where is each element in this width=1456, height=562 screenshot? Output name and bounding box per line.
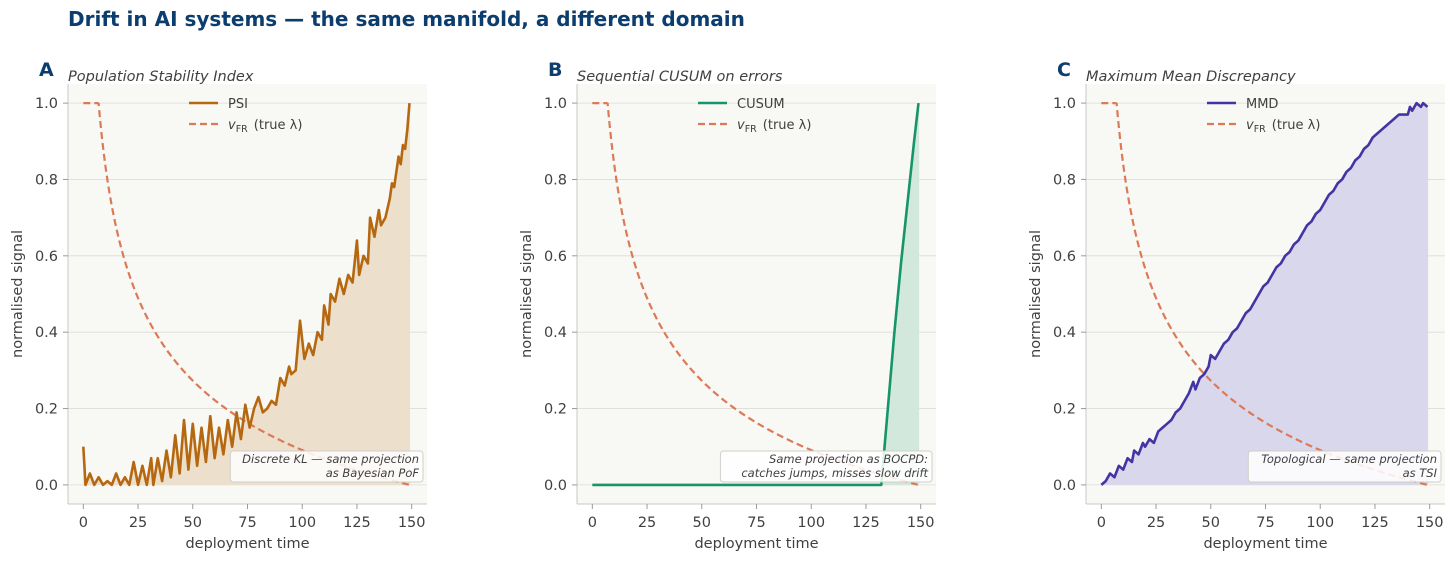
legend-label-vfr: vFR (true λ) bbox=[737, 118, 811, 135]
y-tick-label: 0.4 bbox=[1053, 325, 1076, 341]
x-tick-label: 50 bbox=[184, 515, 202, 531]
panels: 0.0 0.2 0.4 0.6 0.8 1.0 0 25 50 75 100 125 150 deploy… bbox=[10, 59, 1445, 552]
x-tick-label: 0 bbox=[588, 515, 597, 531]
y-axis-label: normalised signal bbox=[1028, 230, 1044, 358]
x-tick-label: 50 bbox=[693, 515, 711, 531]
figure-title: Drift in AI systems — the same manifold,… bbox=[68, 7, 745, 31]
plot-area bbox=[577, 84, 936, 504]
x-tick-label: 100 bbox=[1306, 515, 1334, 531]
annotation-box bbox=[1247, 450, 1442, 483]
x-tick-label: 25 bbox=[638, 515, 656, 531]
annotation-text: as TSI bbox=[1403, 466, 1438, 480]
annotation-text: as Bayesian PoF bbox=[326, 466, 420, 480]
panel-letter: C bbox=[1057, 59, 1071, 81]
series-area-fill bbox=[1101, 103, 1428, 485]
annotation-box bbox=[229, 450, 424, 483]
x-tick-label: 75 bbox=[747, 515, 765, 531]
panel-letter: A bbox=[39, 59, 54, 81]
y-tick-label: 0.8 bbox=[1053, 172, 1076, 188]
panel-letter: B bbox=[548, 59, 562, 81]
x-tick-label: 0 bbox=[1097, 515, 1106, 531]
y-tick-label: 0.0 bbox=[544, 478, 567, 494]
x-tick-label: 100 bbox=[288, 515, 316, 531]
x-axis-label: deployment time bbox=[694, 536, 818, 552]
y-axis-label: normalised signal bbox=[519, 230, 535, 358]
annotation-text: catches jumps, misses slow drift bbox=[741, 466, 928, 480]
y-tick-label: 0.0 bbox=[35, 478, 58, 494]
y-tick-label: 1.0 bbox=[1053, 96, 1076, 112]
x-tick-label: 100 bbox=[797, 515, 825, 531]
panel-title: Maximum Mean Discrepancy bbox=[1086, 69, 1296, 85]
x-axis-label: deployment time bbox=[185, 536, 309, 552]
x-tick-label: 75 bbox=[238, 515, 256, 531]
legend-label-main: CUSUM bbox=[737, 97, 785, 112]
chart-panel-b: 0.0 0.2 0.4 0.6 0.8 1.0 0 25 50 75 100 125 150 deploy… bbox=[519, 59, 936, 552]
y-tick-label: 0.2 bbox=[35, 402, 58, 418]
y-tick-label: 0.6 bbox=[1053, 249, 1076, 265]
x-tick-label: 75 bbox=[1256, 515, 1274, 531]
x-tick-label: 0 bbox=[79, 515, 88, 531]
y-tick-label: 1.0 bbox=[544, 96, 567, 112]
panel-title: Sequential CUSUM on errors bbox=[577, 69, 783, 85]
annotation-text: Topological — same projection bbox=[1261, 452, 1437, 466]
x-tick-label: 50 bbox=[1202, 515, 1220, 531]
y-tick-label: 0.8 bbox=[35, 172, 58, 188]
series-line-psi bbox=[82, 102, 411, 487]
x-tick-label: 150 bbox=[398, 515, 426, 531]
legend-label-vfr: vFR (true λ) bbox=[1246, 118, 1320, 135]
y-tick-label: 0.8 bbox=[544, 172, 567, 188]
chart-panel-a: 0.0 0.2 0.4 0.6 0.8 1.0 0 25 50 75 100 125 150 deploy… bbox=[10, 59, 427, 552]
y-tick-label: 0.2 bbox=[1053, 402, 1076, 418]
x-tick-label: 25 bbox=[1147, 515, 1165, 531]
x-tick-label: 125 bbox=[1361, 515, 1389, 531]
x-tick-label: 125 bbox=[852, 515, 880, 531]
x-tick-label: 150 bbox=[1416, 515, 1444, 531]
y-tick-label: 1.0 bbox=[35, 96, 58, 112]
y-tick-label: 0.6 bbox=[35, 249, 58, 265]
y-tick-label: 0.0 bbox=[1053, 478, 1076, 494]
series-line-mmd bbox=[1100, 101, 1429, 486]
series-area-fill bbox=[592, 103, 919, 485]
series-area-fill bbox=[83, 103, 410, 485]
annotation-text: Discrete KL — same projection bbox=[242, 452, 419, 466]
annotation-box bbox=[719, 450, 933, 483]
legend-label-vfr: vFR (true λ) bbox=[228, 118, 302, 135]
annotation-text: Same projection as BOCPD: bbox=[769, 452, 928, 466]
legend-label-main: MMD bbox=[1246, 97, 1278, 112]
panel-title: Population Stability Index bbox=[68, 69, 254, 85]
x-tick-label: 125 bbox=[343, 515, 371, 531]
x-tick-label: 25 bbox=[129, 515, 147, 531]
y-tick-label: 0.4 bbox=[544, 325, 567, 341]
y-tick-label: 0.2 bbox=[544, 402, 567, 418]
chart-panel-c: 0.0 0.2 0.4 0.6 0.8 1.0 0 25 50 75 100 125 150 deploy… bbox=[1028, 59, 1445, 552]
x-tick-label: 150 bbox=[907, 515, 935, 531]
y-axis-label: normalised signal bbox=[10, 230, 26, 358]
y-tick-label: 0.4 bbox=[35, 325, 58, 341]
legend-label-main: PSI bbox=[228, 97, 248, 112]
y-tick-label: 0.6 bbox=[544, 249, 567, 265]
x-axis-label: deployment time bbox=[1203, 536, 1327, 552]
